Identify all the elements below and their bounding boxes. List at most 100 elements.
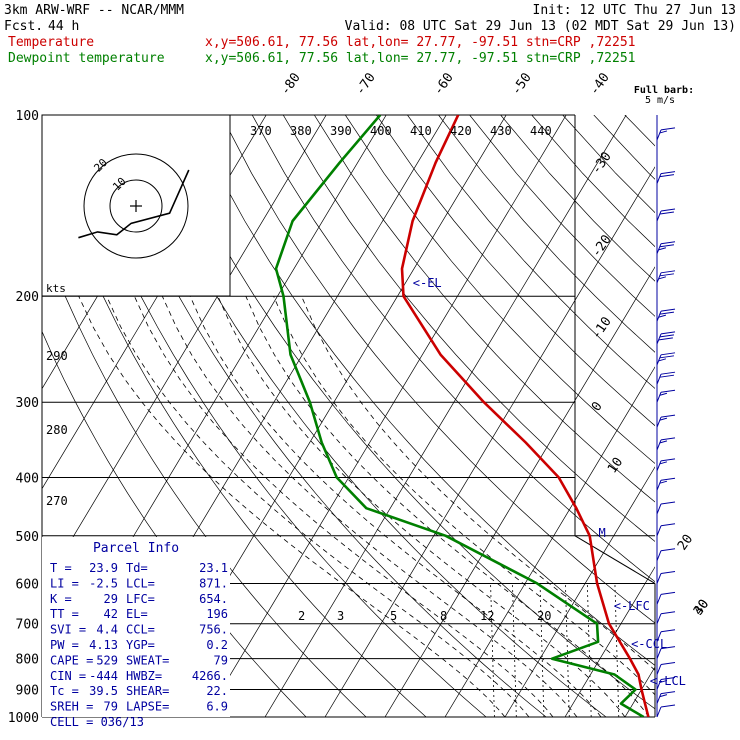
dry-adiabat-line — [531, 115, 655, 248]
wind-barb — [656, 173, 662, 184]
hodograph-trace — [78, 169, 190, 239]
temperature-label: -60 — [431, 70, 457, 98]
isotherm-line — [624, 666, 655, 717]
hodograph-units: kts — [46, 282, 66, 295]
temperature-label: -40 — [587, 70, 613, 98]
wind-barb — [656, 631, 662, 642]
pressure-label: 500 — [16, 530, 39, 545]
wind-barb-flag — [660, 308, 676, 312]
legend-temperature-info: x,y=506.61, 77.56 lat,lon= 27.77, -97.51… — [205, 35, 635, 50]
wind-barb-flag — [659, 417, 668, 421]
theta-label: 410 — [410, 124, 432, 138]
wind-barb-flag — [658, 337, 673, 341]
wind-barb — [656, 354, 662, 365]
parcel-row-value: 6.9 — [206, 700, 228, 714]
wind-barb-flag — [660, 127, 676, 131]
theta-label: 440 — [530, 124, 552, 138]
isotherm-line — [324, 166, 655, 717]
dry-adiabat-line — [314, 115, 655, 503]
hodograph-ring — [83, 153, 189, 259]
dry-adiabat-label: 290 — [46, 349, 68, 363]
wind-barb — [656, 573, 662, 584]
parcel-row-key: EL= — [126, 607, 148, 621]
temperature-label: 40 — [691, 597, 712, 618]
wind-barb — [656, 310, 662, 322]
wind-barb-flag — [660, 331, 676, 335]
mixing-ratio-line — [490, 583, 495, 717]
parcel-info-box: Parcel Info T = 23.9 Td= 23.1 LI = -2.5 LCL= 87… — [42, 537, 230, 729]
parcel-row-key: LCL= — [126, 576, 155, 590]
pressure-label: 300 — [16, 396, 39, 411]
wind-barb-flag — [660, 570, 676, 574]
mixing-ratio-line — [565, 583, 570, 717]
parcel-row-value: 654. — [199, 592, 228, 606]
dry-adiabat-line — [189, 115, 655, 666]
isotherm-line — [504, 466, 655, 717]
theta-label: 430 — [490, 124, 512, 138]
parcel-row-value: 39.5 — [89, 684, 118, 698]
parcel-row-value: 4266. — [192, 669, 228, 683]
parcel-row-value: 23.9 — [89, 561, 118, 575]
wind-barb-flag — [659, 461, 668, 465]
wind-barb-flag — [658, 358, 667, 362]
parcel-row-value: 756. — [199, 623, 228, 637]
annotation-el: <-EL — [413, 276, 442, 290]
theta-label: 420 — [450, 124, 472, 138]
forecast-label: Fcst. — [4, 19, 43, 34]
pressure-label: 200 — [16, 290, 39, 305]
wind-barb — [656, 664, 662, 675]
annotation-m: M — [598, 526, 605, 540]
dry-adiabat-line — [376, 115, 655, 427]
wind-barb — [656, 439, 662, 451]
parcel-row-value: 4.4 — [96, 623, 118, 637]
wind-barb — [656, 525, 662, 536]
pressure-label: 1000 — [8, 711, 39, 726]
mixing-ratio-label: 12 — [480, 609, 494, 623]
temperature-label: -70 — [353, 70, 379, 98]
wind-barb-flag — [659, 440, 668, 444]
wind-barb-flag — [660, 241, 676, 245]
wind-barb-flag — [659, 355, 675, 359]
temperature-label: -30 — [589, 149, 615, 177]
dry-adiabat-line — [500, 115, 655, 282]
theta-label: 370 — [250, 124, 272, 138]
dry-adiabat-line — [562, 115, 655, 214]
wind-barb-flag — [659, 311, 675, 315]
wind-barb-flag — [659, 174, 675, 178]
parcel-row-key: TT = — [50, 607, 79, 621]
isotherm-line — [444, 366, 655, 717]
annotation-lfc: <-LFC — [614, 599, 650, 613]
parcel-row-value: 4.13 — [89, 638, 118, 652]
pressure-label: 600 — [16, 577, 39, 592]
moist-adiabat-line — [217, 296, 626, 717]
parcel-row-key: LFC= — [126, 592, 155, 606]
dry-adiabat-line — [718, 115, 740, 717]
forecast-hour: 44 h — [48, 19, 79, 34]
wind-barb-flag — [660, 171, 676, 175]
temperature-label: -80 — [278, 70, 304, 98]
wind-barb-flag — [658, 276, 667, 280]
mixing-ratio-label: 3 — [337, 609, 344, 623]
wind-barb — [656, 374, 662, 385]
wind-barb-flag — [660, 704, 676, 708]
parcel-row-key: CAPE = — [50, 653, 93, 667]
wind-barb-flag — [659, 334, 675, 338]
pressure-label: 700 — [16, 618, 39, 633]
theta-label: 400 — [370, 124, 392, 138]
parcel-row-value: 0.2 — [206, 638, 228, 652]
dry-adiabat-line — [624, 115, 655, 147]
parcel-row-value: 22. — [206, 684, 228, 698]
dry-adiabat-line — [407, 115, 655, 389]
parcel-row-value: 23.1 — [199, 561, 228, 575]
theta-label: 380 — [290, 124, 312, 138]
wind-barb-flag — [660, 629, 676, 633]
wind-barb-flag — [659, 374, 675, 378]
parcel-row-value: 79 — [214, 653, 228, 667]
wind-barb-flag — [660, 548, 676, 552]
wind-barb — [656, 210, 662, 222]
mixing-ratio-line — [512, 583, 517, 717]
dry-adiabat-line — [158, 115, 655, 710]
parcel-row-key: SVI = — [50, 623, 86, 637]
wind-barb-flag — [658, 247, 667, 251]
